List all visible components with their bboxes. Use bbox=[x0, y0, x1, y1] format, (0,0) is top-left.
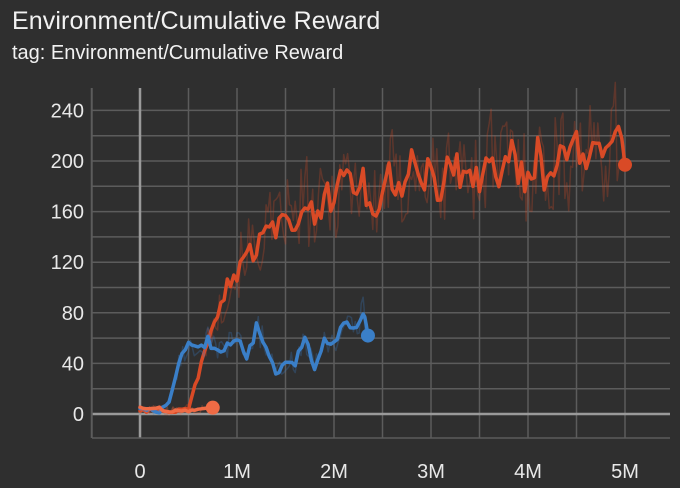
y-tick-label: 240 bbox=[51, 100, 84, 122]
y-tick-label: 160 bbox=[51, 202, 84, 224]
series-end-marker bbox=[360, 328, 375, 343]
x-tick-label: 1M bbox=[223, 461, 251, 483]
y-tick-label: 200 bbox=[51, 151, 84, 173]
chart-title: Environment/Cumulative Reward bbox=[12, 7, 381, 35]
y-tick-label: 80 bbox=[62, 303, 84, 325]
series-line bbox=[138, 405, 215, 414]
grid bbox=[90, 88, 670, 438]
series-line bbox=[138, 124, 627, 415]
tick-labels: 0 40 80 120 160 200 240 0 1M 2M 3M 4M 5M bbox=[51, 100, 639, 483]
x-tick-label: 2M bbox=[320, 461, 348, 483]
series-1 bbox=[138, 296, 375, 416]
plot-area bbox=[92, 88, 670, 438]
axes bbox=[91, 88, 670, 439]
y-tick-label: 40 bbox=[62, 353, 84, 375]
y-tick-label: 120 bbox=[51, 252, 84, 274]
x-tick-label: 4M bbox=[514, 461, 542, 483]
y-tick-label: 0 bbox=[73, 404, 84, 426]
series-line bbox=[138, 312, 370, 415]
series-layer bbox=[138, 81, 632, 416]
series-2 bbox=[138, 400, 220, 416]
x-tick-label: 0 bbox=[134, 461, 145, 483]
chart-subtitle: tag: Environment/Cumulative Reward bbox=[12, 42, 344, 64]
series-0 bbox=[138, 81, 632, 416]
x-tick-label: 5M bbox=[611, 461, 639, 483]
x-tick-label: 3M bbox=[417, 461, 445, 483]
series-end-marker bbox=[205, 400, 220, 415]
series-end-marker bbox=[618, 157, 632, 172]
